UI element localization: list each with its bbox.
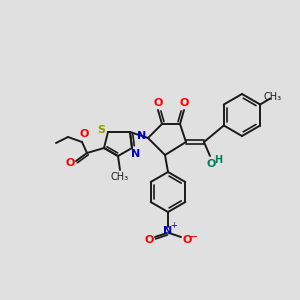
Text: O: O <box>79 129 89 139</box>
Text: O: O <box>206 159 216 169</box>
Text: O: O <box>179 98 189 108</box>
Text: N: N <box>131 149 141 159</box>
Text: −: − <box>189 232 199 242</box>
Text: O: O <box>182 235 192 245</box>
Text: CH₃: CH₃ <box>111 172 129 182</box>
Text: +: + <box>171 221 177 230</box>
Text: O: O <box>153 98 163 108</box>
Text: CH₃: CH₃ <box>263 92 281 101</box>
Text: H: H <box>214 155 222 165</box>
Text: O: O <box>65 158 75 168</box>
Text: O: O <box>144 235 154 245</box>
Text: N: N <box>137 131 147 141</box>
Text: S: S <box>97 125 105 135</box>
Text: N: N <box>164 226 172 236</box>
